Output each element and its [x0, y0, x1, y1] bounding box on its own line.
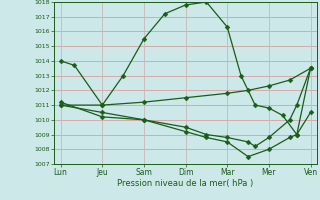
- X-axis label: Pression niveau de la mer( hPa ): Pression niveau de la mer( hPa ): [117, 179, 254, 188]
